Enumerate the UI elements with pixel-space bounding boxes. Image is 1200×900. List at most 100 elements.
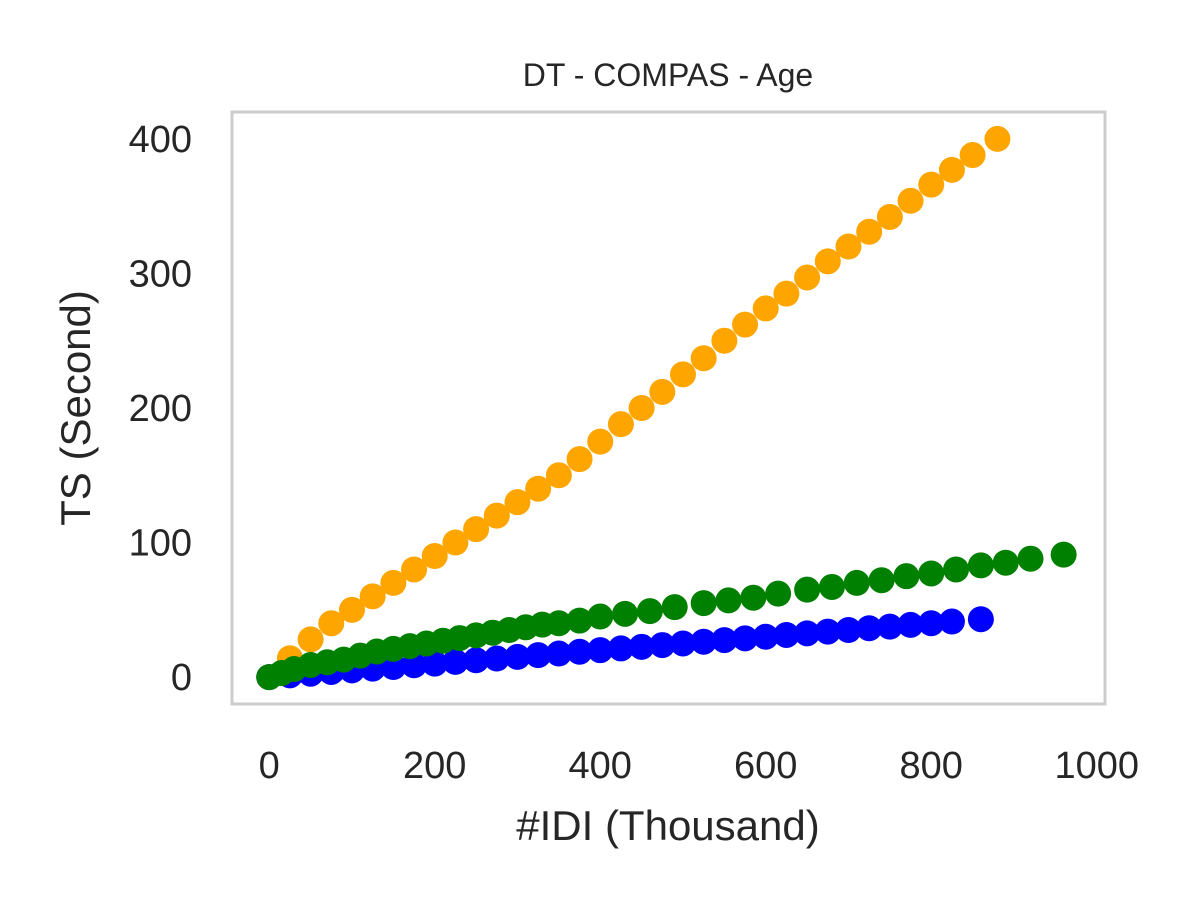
- data-point: [636, 598, 663, 625]
- data-point: [607, 411, 634, 438]
- data-point: [711, 327, 738, 354]
- data-point: [835, 233, 862, 260]
- data-point: [967, 552, 994, 579]
- data-point: [628, 395, 655, 421]
- data-point: [856, 615, 883, 642]
- data-point: [525, 475, 552, 502]
- data-point: [504, 643, 531, 670]
- data-point: [463, 647, 490, 674]
- y-tick-labels: 0 100 200 300 400: [129, 119, 192, 699]
- data-point: [504, 489, 531, 516]
- data-point: [959, 142, 986, 169]
- data-point: [690, 628, 717, 655]
- data-point: [732, 311, 759, 338]
- data-point: [649, 632, 676, 659]
- data-point: [893, 563, 920, 590]
- x-tick-label: 600: [734, 745, 797, 787]
- x-tick-label: 1000: [1054, 745, 1139, 787]
- x-tick-label: 400: [569, 745, 632, 787]
- x-tick-label: 200: [403, 745, 466, 787]
- data-point: [525, 642, 552, 669]
- y-axis-label: TS (Second): [52, 290, 99, 526]
- data-point: [463, 516, 490, 543]
- data-point: [814, 618, 841, 645]
- chart-title: DT - COMPAS - Age: [523, 57, 813, 93]
- data-point: [442, 529, 469, 556]
- data-point: [338, 596, 365, 623]
- data-point: [690, 345, 717, 372]
- x-tick-label: 800: [900, 745, 963, 787]
- data-point: [938, 608, 965, 635]
- x-tick-labels: 0 200 400 600 800 1000: [259, 745, 1139, 787]
- data-point: [794, 264, 821, 291]
- data-point: [814, 248, 841, 275]
- data-point: [649, 378, 676, 405]
- data-point: [661, 594, 688, 621]
- data-point: [566, 607, 593, 634]
- data-point: [740, 584, 767, 611]
- data-point: [843, 569, 870, 596]
- data-point: [318, 610, 345, 637]
- data-point: [612, 600, 639, 627]
- series-2: [256, 541, 1077, 691]
- data-point: [669, 630, 696, 657]
- data-point: [1050, 541, 1077, 568]
- data-point: [628, 633, 655, 660]
- data-point: [587, 428, 614, 455]
- x-axis-label: #IDI (Thousand): [516, 802, 819, 849]
- data-point: [818, 573, 845, 600]
- data-point: [669, 361, 696, 388]
- data-point: [868, 567, 895, 594]
- data-point: [967, 606, 994, 633]
- y-tick-label: 200: [129, 388, 192, 430]
- data-point: [607, 635, 634, 662]
- data-point: [1017, 545, 1044, 572]
- data-point: [856, 218, 883, 245]
- data-point: [566, 446, 593, 473]
- x-tick-label: 0: [259, 745, 280, 787]
- data-point: [545, 640, 572, 667]
- data-point: [690, 590, 717, 617]
- y-tick-label: 400: [129, 119, 192, 161]
- data-point: [897, 611, 924, 638]
- data-point: [992, 549, 1019, 576]
- data-point: [587, 603, 614, 630]
- data-point: [773, 621, 800, 648]
- data-point: [545, 610, 572, 637]
- data-point: [401, 556, 428, 583]
- data-point: [483, 645, 510, 672]
- data-point: [918, 560, 945, 587]
- data-point: [765, 580, 792, 607]
- data-point: [794, 576, 821, 603]
- data-point: [421, 650, 448, 677]
- data-point: [359, 583, 386, 610]
- series-0: [256, 125, 1011, 691]
- data-point: [897, 187, 924, 214]
- data-point: [380, 654, 407, 680]
- data-point: [715, 587, 742, 614]
- data-point: [483, 502, 510, 529]
- data-point: [835, 617, 862, 643]
- data-point: [711, 627, 738, 654]
- data-point: [876, 613, 903, 640]
- data-point: [732, 625, 759, 652]
- data-point: [918, 171, 945, 198]
- data-point: [938, 156, 965, 183]
- data-point: [943, 556, 970, 583]
- data-point: [421, 543, 448, 569]
- data-point: [380, 569, 407, 596]
- data-point: [545, 462, 572, 489]
- y-tick-label: 300: [129, 253, 192, 295]
- y-tick-label: 100: [129, 523, 192, 565]
- data-point: [442, 648, 469, 675]
- data-point: [566, 638, 593, 665]
- plot-frame: [230, 110, 1107, 706]
- y-tick-label: 0: [171, 657, 192, 699]
- scatter-points: [256, 125, 1077, 691]
- data-point: [752, 295, 779, 322]
- data-point: [752, 623, 779, 650]
- data-point: [918, 610, 945, 637]
- data-point: [773, 280, 800, 307]
- data-point: [297, 626, 324, 653]
- data-point: [794, 620, 821, 647]
